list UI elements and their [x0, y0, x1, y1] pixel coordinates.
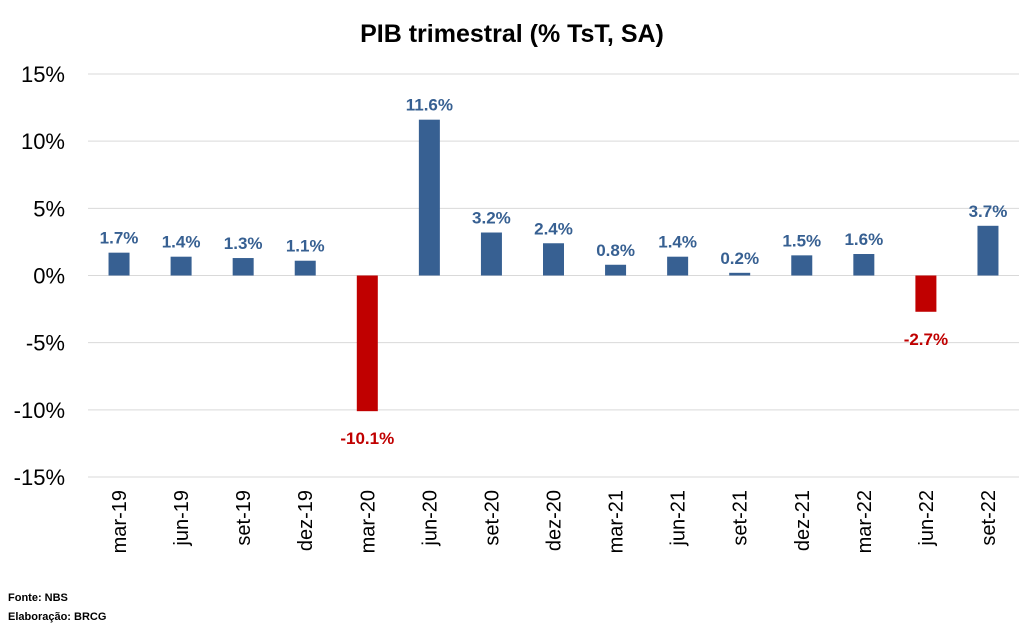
data-label: 1.4% [162, 233, 201, 252]
data-label: 11.6% [406, 96, 453, 115]
x-tick-label: dez-20 [544, 490, 566, 551]
y-tick-label: 0% [33, 264, 65, 289]
x-axis-ticks: mar-19 jun-19 set-19 dez-19 mar-20 jun-20 set-… [109, 490, 1000, 553]
y-tick-label: 15% [21, 62, 65, 87]
bar [418, 119, 440, 276]
bar [977, 225, 999, 276]
x-tick-label: set-20 [481, 490, 503, 546]
x-tick-label: mar-21 [606, 490, 628, 553]
author-note: Elaboração: BRCG [8, 611, 107, 623]
data-label: 2.4% [534, 219, 573, 238]
bar [480, 232, 502, 276]
data-label: -2.7% [904, 330, 948, 349]
data-label: 1.6% [844, 230, 883, 249]
x-tick-label: set-21 [730, 490, 752, 546]
y-tick-label: 10% [21, 129, 65, 154]
data-label: 3.2% [472, 209, 511, 228]
data-label: 1.3% [224, 234, 263, 253]
source-note: Fonte: NBS [8, 592, 68, 604]
x-tick-label: dez-21 [792, 490, 814, 551]
data-label: 0.8% [596, 241, 635, 260]
bars [108, 119, 999, 412]
chart-title: PIB trimestral (% TsT, SA) [360, 20, 664, 48]
x-tick-label: set-22 [978, 490, 1000, 546]
data-label: 1.1% [286, 237, 325, 256]
bar [791, 255, 813, 276]
data-label: 3.7% [969, 202, 1008, 221]
bar [170, 256, 192, 276]
bar [667, 256, 689, 276]
data-label: 1.4% [658, 233, 697, 252]
x-tick-label: dez-19 [295, 490, 317, 551]
bar [915, 275, 937, 312]
bar [853, 254, 875, 276]
bar [356, 275, 378, 412]
bar [232, 258, 254, 276]
y-tick-label: -5% [26, 331, 65, 356]
data-label: 1.5% [782, 231, 821, 250]
bar [605, 264, 627, 276]
data-label: 1.7% [100, 229, 139, 248]
data-labels: 1.7% 1.4% 1.3% 1.1% -10.1% 11.6% 3.2% 2.4% 0.8% 1… [100, 96, 1008, 449]
x-tick-label: mar-20 [357, 490, 379, 553]
y-tick-label: -10% [14, 398, 65, 423]
data-label: 0.2% [720, 249, 759, 268]
y-tick-label: 5% [33, 196, 65, 221]
x-tick-label: set-19 [233, 490, 255, 546]
bar [729, 272, 751, 276]
y-tick-label: -15% [14, 465, 65, 490]
x-tick-label: jun-22 [916, 490, 938, 547]
y-axis-ticks: 15% 10% 5% 0% -5% -10% -15% [14, 62, 65, 490]
bar [294, 260, 316, 276]
x-tick-label: jun-19 [171, 490, 193, 547]
x-tick-label: mar-22 [854, 490, 876, 553]
x-tick-label: mar-19 [109, 490, 131, 553]
data-label: -10.1% [340, 429, 394, 448]
x-tick-label: jun-20 [419, 490, 441, 547]
bar [543, 243, 564, 276]
bar [108, 252, 130, 276]
x-tick-label: jun-21 [668, 490, 690, 547]
